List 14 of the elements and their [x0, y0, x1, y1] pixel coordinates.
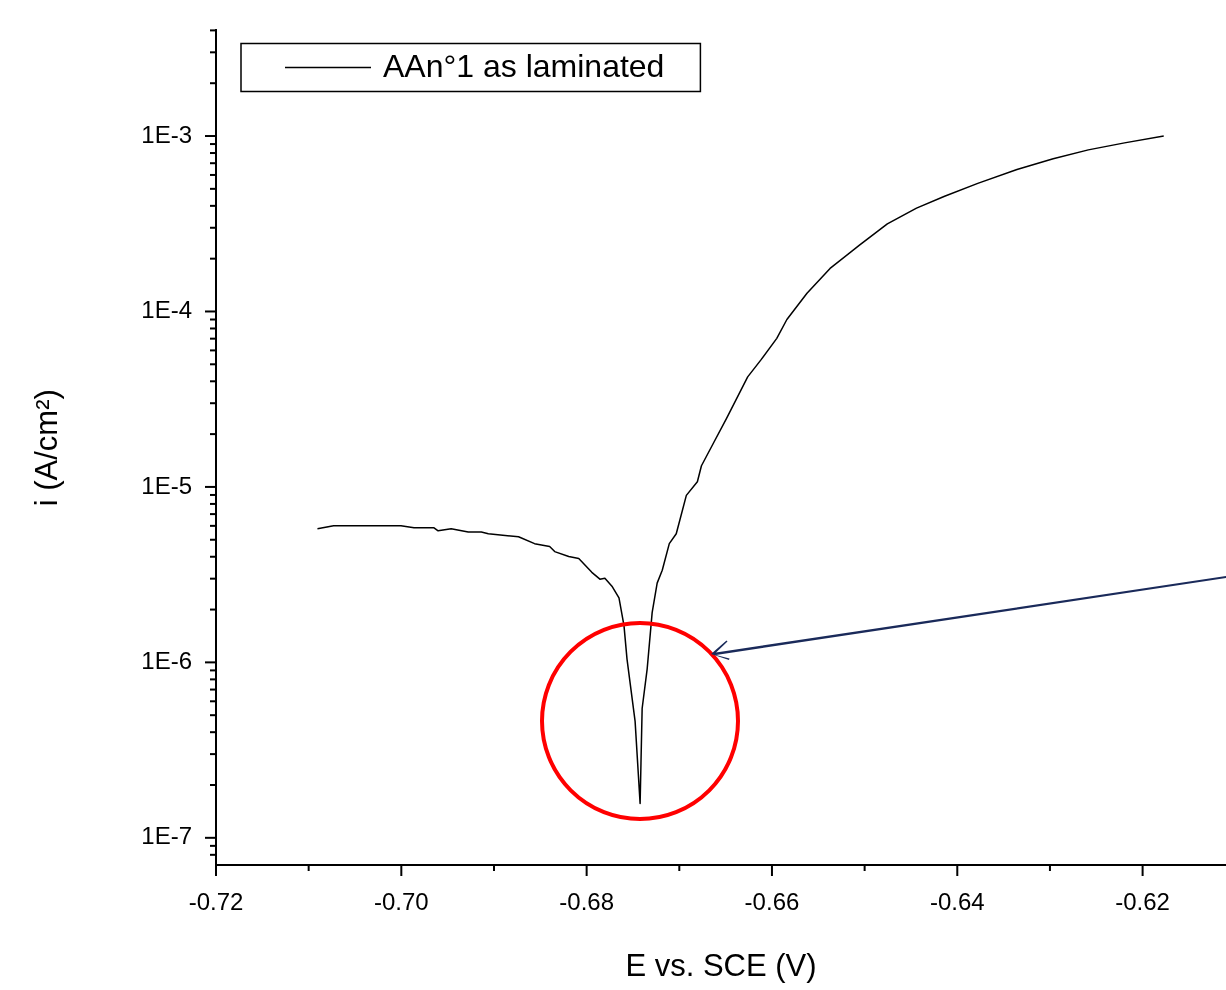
y-tick-label: 1E-3 — [141, 120, 192, 148]
y-tick-label: 1E-6 — [141, 647, 192, 674]
x-tick-label: -0.64 — [929, 888, 985, 916]
x-tick-label: -0.72 — [188, 888, 244, 916]
x-tick-label: -0.70 — [373, 888, 429, 916]
y-tick-label: 1E-5 — [141, 471, 192, 499]
y-axis-title: i (A/cm²) — [29, 389, 65, 507]
x-tick-label: -0.66 — [744, 888, 800, 916]
x-tick-label: -0.68 — [559, 888, 614, 916]
y-tick-label: 1E-7 — [141, 822, 192, 850]
x-tick-label: -0.62 — [1115, 888, 1170, 916]
legend-label: AAn°1 as laminated — [383, 48, 665, 85]
y-tick-label: 1E-4 — [141, 296, 192, 324]
x-axis-title: E vs. SCE (V) — [625, 947, 817, 983]
